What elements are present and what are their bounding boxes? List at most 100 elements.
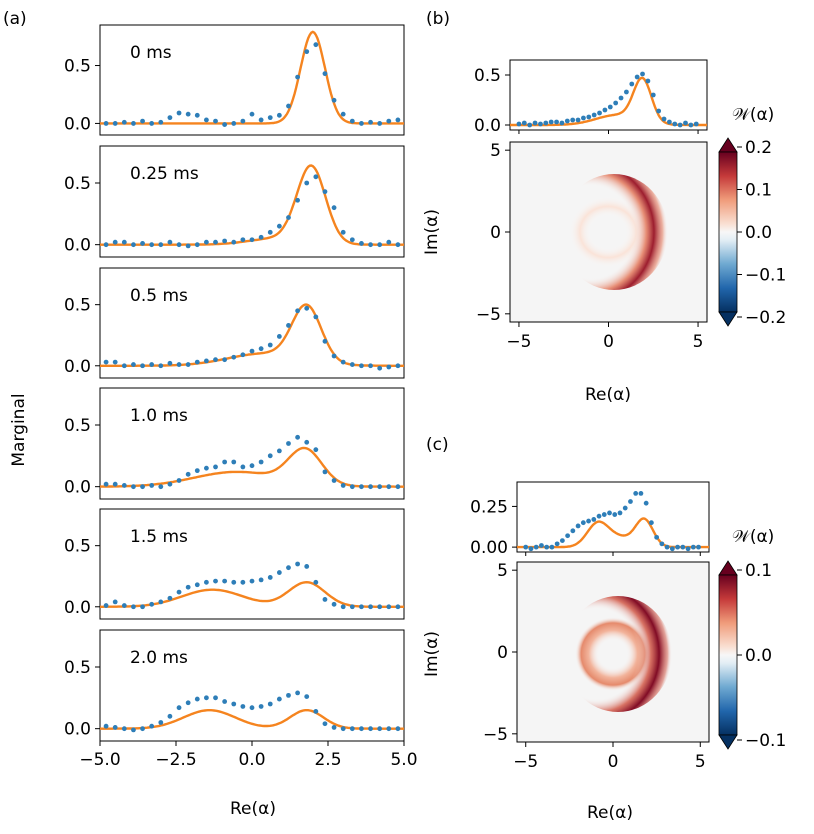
data-point: [185, 584, 191, 590]
data-point: [112, 599, 118, 605]
data-point: [176, 589, 182, 595]
data-point: [149, 723, 155, 729]
y-tick-label: 5: [497, 561, 508, 581]
data-point: [258, 346, 264, 352]
data-point: [638, 490, 644, 496]
y-axis-label-marginal: Marginal: [9, 393, 29, 466]
data-point: [340, 359, 346, 365]
data-point: [340, 604, 346, 610]
data-point: [580, 520, 586, 526]
x-tick-label: −2.5: [155, 750, 196, 770]
data-point: [267, 575, 273, 580]
colorbar-tick-label: 0.2: [745, 138, 772, 158]
data-point: [591, 517, 597, 522]
data-point: [103, 481, 109, 487]
data-point: [276, 696, 282, 702]
data-point: [521, 120, 527, 126]
data-point: [645, 78, 651, 84]
data-point: [185, 700, 191, 706]
marginal-subplot-1.0ms: 0.0 0.5 1.0 ms: [64, 387, 405, 500]
data-point: [622, 505, 628, 511]
data-point: [131, 727, 136, 733]
data-point: [313, 579, 319, 585]
data-point: [167, 115, 173, 121]
data-point: [258, 117, 264, 123]
data-point: [359, 363, 364, 369]
data-point: [112, 121, 118, 126]
colorbar-c-ticks: 0.1 0.0 −0.1: [737, 561, 786, 751]
y-tick-label: −5: [483, 725, 508, 745]
data-point: [688, 122, 694, 128]
wigner-heatmap-b: [509, 141, 708, 323]
data-point: [222, 238, 228, 244]
data-point: [204, 465, 209, 471]
data-point: [204, 117, 209, 123]
data-point: [586, 114, 592, 120]
data-point: [331, 97, 337, 103]
data-point: [249, 463, 255, 469]
data-point: [549, 544, 555, 550]
x-tick-label: 5: [693, 332, 704, 352]
x-tick-label: 2.5: [314, 750, 341, 770]
subplot-title: 0.5 ms: [130, 286, 188, 306]
data-point: [331, 205, 337, 211]
data-point: [103, 121, 109, 126]
data-point: [103, 723, 109, 729]
data-point: [624, 89, 629, 95]
data-point: [523, 544, 529, 550]
y-tick-label: 0.5: [64, 57, 91, 77]
x-tick-label: 0.0: [238, 750, 265, 770]
data-point: [304, 49, 310, 55]
subplot-title: 2.0 ms: [130, 648, 188, 668]
data-point: [185, 471, 191, 477]
data-point: [158, 242, 164, 248]
data-point: [286, 565, 291, 571]
data-point: [607, 104, 613, 110]
colorbar-b: [718, 137, 738, 327]
axes-frame: [99, 24, 405, 136]
y-tick-label: 0: [497, 643, 508, 663]
data-point: [231, 354, 237, 360]
colorbar-b-ticks: 0.2 0.1 0.0 −0.1 −0.2: [737, 138, 786, 328]
data-point: [313, 42, 319, 48]
y-axis-label-b: Im(α): [422, 209, 442, 255]
data-point: [349, 362, 355, 367]
axes-frame: [99, 629, 405, 742]
colorbar-tick-label: 0.1: [745, 181, 772, 201]
data-point: [304, 180, 310, 186]
marginal-subplot-1.5ms: 0.0 0.5 1.5 ms: [64, 508, 405, 620]
data-point: [167, 713, 173, 719]
data-point: [231, 239, 237, 245]
data-point: [666, 119, 672, 125]
data-point: [194, 582, 200, 588]
data-point: [276, 334, 282, 339]
data-point: [650, 92, 656, 98]
data-point: [121, 363, 127, 369]
data-point: [112, 239, 118, 245]
data-point: [240, 704, 246, 709]
data-point: [194, 468, 200, 474]
data-point: [322, 469, 328, 475]
data-point: [140, 118, 145, 124]
data-point: [340, 483, 346, 488]
data-point: [359, 484, 364, 490]
data-point: [140, 363, 145, 369]
data-point: [222, 578, 228, 584]
x-tick-label: −5: [513, 752, 538, 772]
data-point: [149, 242, 155, 248]
data-point: [612, 512, 618, 517]
data-point: [295, 690, 300, 696]
data-point: [591, 112, 597, 118]
data-point: [377, 242, 383, 248]
data-point: [304, 305, 310, 311]
data-point: [131, 121, 136, 126]
colorbar-tick-label: −0.2: [745, 308, 786, 328]
data-point: [103, 359, 109, 365]
data-point: [377, 484, 383, 490]
data-point: [231, 579, 237, 585]
data-point: [194, 696, 200, 702]
data-point: [231, 121, 237, 126]
data-point: [368, 363, 373, 369]
data-point: [618, 95, 624, 101]
x-tick-label: 5: [695, 752, 706, 772]
